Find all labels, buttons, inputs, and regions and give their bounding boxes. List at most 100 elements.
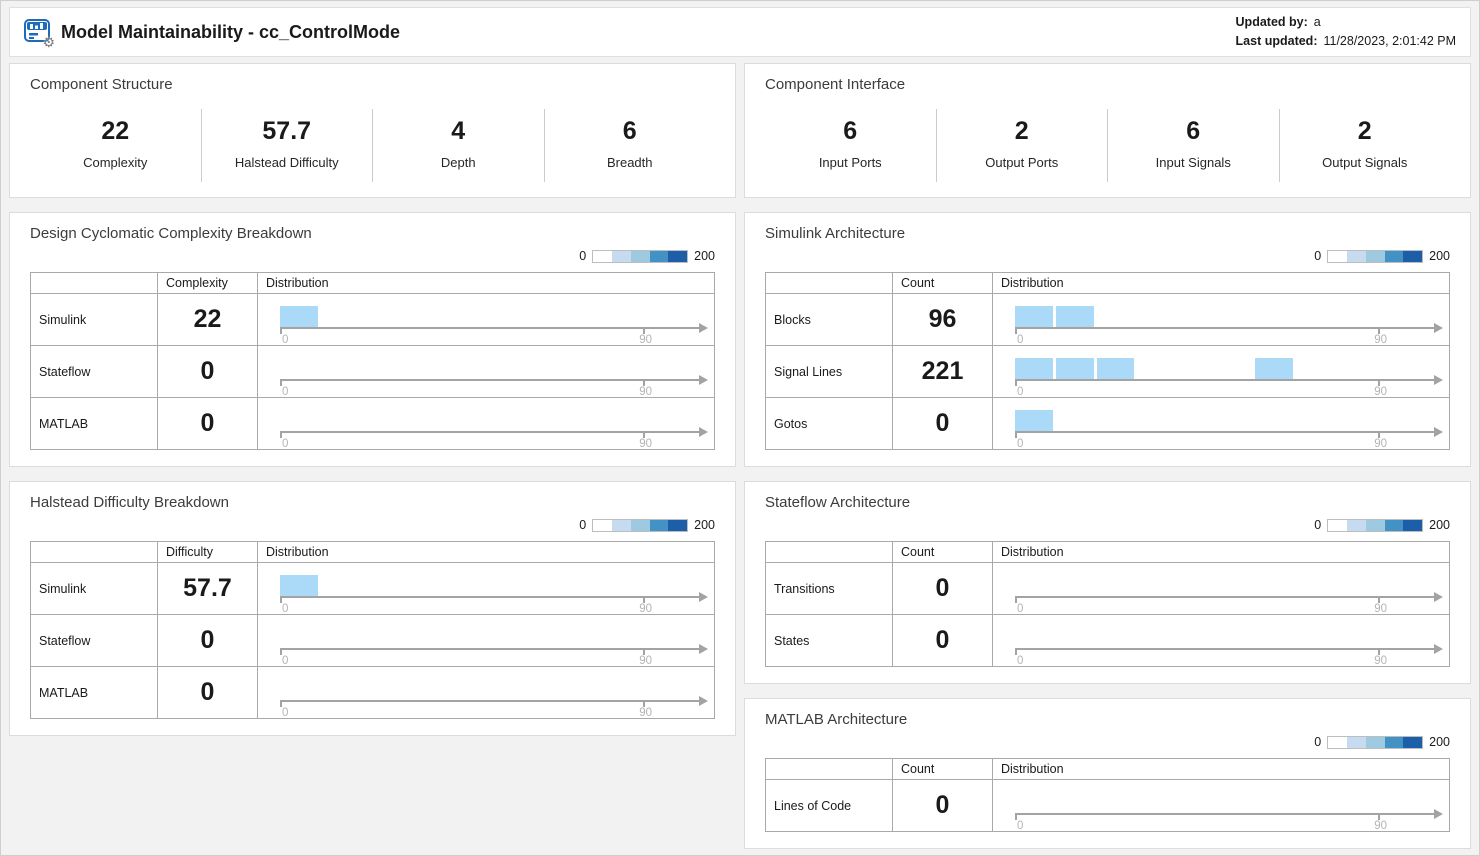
table-row-matlab[interactable]: MATLAB 0 0 90	[30, 397, 715, 450]
metric-value: 2	[1357, 117, 1372, 145]
legend-color-segment	[1365, 519, 1385, 531]
axis-arrow-icon	[1434, 643, 1443, 654]
row-distribution: 0 90	[257, 614, 715, 667]
panel-simulink-architecture: Simulink Architecture 0 200 Count Distri…	[744, 212, 1471, 467]
legend-color-segment	[649, 250, 669, 262]
updated-by-value: a	[1313, 14, 1321, 29]
row-value: 0	[892, 614, 993, 667]
metric-complexity[interactable]: 22 Complexity	[30, 109, 201, 182]
histogram-bar	[1015, 305, 1053, 327]
histogram-bar	[1096, 357, 1134, 379]
row-value: 0	[892, 779, 993, 832]
simulink-architecture-table: Count Distribution Blocks 96 0	[765, 272, 1450, 450]
legend-min: 0	[1314, 735, 1322, 749]
axis-arrow-icon	[1434, 322, 1443, 333]
table-header-row: Count Distribution	[765, 758, 1450, 780]
metric-label: Input Ports	[818, 155, 882, 170]
metric-halstead-difficulty[interactable]: 57.7 Halstead Difficulty	[200, 109, 373, 182]
matlab-architecture-table: Count Distribution Lines of Code 0 0	[765, 758, 1450, 832]
table-row-transitions[interactable]: Transitions 0 0 90	[765, 562, 1450, 615]
row-value: 57.7	[157, 562, 258, 615]
metric-input-ports[interactable]: 6 Input Ports	[765, 109, 936, 182]
metric-label: Depth	[440, 155, 476, 170]
metric-breadth[interactable]: 6 Breadth	[543, 109, 716, 182]
histogram-bar	[1015, 409, 1053, 431]
axis-arrow-icon	[1434, 808, 1443, 819]
value-column-header: Count	[892, 272, 993, 294]
table-header-row: Count Distribution	[765, 272, 1450, 294]
metric-label: Output Ports	[985, 155, 1059, 170]
row-value: 0	[892, 562, 993, 615]
metric-output-signals[interactable]: 2 Output Signals	[1278, 109, 1451, 182]
empty-header	[30, 541, 158, 563]
histogram-bar	[1056, 357, 1094, 379]
dashboard-body: Component Structure 22 Complexity 57.7 H…	[9, 63, 1471, 849]
histogram-bar	[280, 574, 318, 596]
axis-arrow-icon	[1434, 374, 1443, 385]
legend-gradient	[1327, 249, 1424, 263]
row-value: 0	[157, 666, 258, 719]
updated-by-label: Updated by:	[1235, 14, 1308, 29]
row-label: Stateflow	[30, 345, 158, 398]
panel-title: Component Interface	[765, 76, 906, 93]
left-column: Component Structure 22 Complexity 57.7 H…	[9, 63, 736, 849]
legend-color-segment	[1346, 250, 1366, 262]
table-row-gotos[interactable]: Gotos 0 0 90	[765, 397, 1450, 450]
panel-complexity-breakdown: Design Cyclomatic Complexity Breakdown 0…	[9, 212, 736, 467]
row-distribution: 0 90	[257, 562, 715, 615]
table-row-signal-lines[interactable]: Signal Lines 221 0 90	[765, 345, 1450, 398]
metric-output-ports[interactable]: 2 Output Ports	[935, 109, 1108, 182]
row-label: Simulink	[30, 562, 158, 615]
halstead-breakdown-table: Difficulty Distribution Simulink 57.7 0	[30, 541, 715, 719]
panel-title: MATLAB Architecture	[765, 711, 908, 728]
row-label: Stateflow	[30, 614, 158, 667]
row-value: 0	[157, 614, 258, 667]
legend-color-segment	[1403, 736, 1423, 748]
update-info: Updated by: a Last updated: 11/28/2023, 2:…	[1236, 13, 1456, 52]
last-updated-label: Last updated:	[1235, 34, 1318, 48]
legend-min: 0	[579, 249, 587, 263]
table-row-blocks[interactable]: Blocks 96 0 90	[765, 293, 1450, 346]
row-value: 221	[892, 345, 993, 398]
metric-input-signals[interactable]: 6 Input Signals	[1107, 109, 1279, 182]
table-row-states[interactable]: States 0 0 90	[765, 614, 1450, 667]
table-row-stateflow[interactable]: Stateflow 0 0 90	[30, 614, 715, 667]
table-row-lines-of-code[interactable]: Lines of Code 0 0 90	[765, 779, 1450, 832]
empty-header	[30, 272, 158, 294]
metric-label: Halstead Difficulty	[234, 155, 339, 170]
distribution-column-header: Distribution	[992, 541, 1450, 563]
metric-value: 2	[1014, 117, 1029, 145]
row-distribution: 0 90	[257, 666, 715, 719]
row-distribution: 0 90	[992, 293, 1450, 346]
distribution-chart: 0 90	[1015, 298, 1443, 346]
page-title: Model Maintainability - cc_ControlMode	[61, 21, 401, 42]
legend-color-segment	[1328, 519, 1347, 531]
color-legend: 0 200	[30, 518, 715, 532]
row-distribution: 0 90	[992, 397, 1450, 450]
row-label: Transitions	[765, 562, 893, 615]
row-label: States	[765, 614, 893, 667]
empty-header	[765, 541, 893, 563]
row-label: Lines of Code	[765, 779, 893, 832]
table-row-matlab[interactable]: MATLAB 0 0 90	[30, 666, 715, 719]
metric-label: Breadth	[606, 155, 653, 170]
color-legend: 0 200	[30, 249, 715, 263]
distribution-chart: 0 90	[1015, 619, 1443, 667]
distribution-chart: 0 90	[1015, 350, 1443, 398]
table-row-stateflow[interactable]: Stateflow 0 0 90	[30, 345, 715, 398]
row-distribution: 0 90	[992, 779, 1450, 832]
panel-matlab-architecture: MATLAB Architecture 0 200 Count Distribu…	[744, 698, 1471, 849]
metric-depth[interactable]: 4 Depth	[372, 109, 544, 182]
right-column: Component Interface 6 Input Ports 2 Outp…	[744, 63, 1471, 849]
legend-color-segment	[1328, 736, 1347, 748]
row-value: 22	[157, 293, 258, 346]
table-row-simulink[interactable]: Simulink 57.7 0 90	[30, 562, 715, 615]
value-column-header: Count	[892, 541, 993, 563]
histogram-bar	[1254, 357, 1293, 379]
row-label: Signal Lines	[765, 345, 893, 398]
table-row-simulink[interactable]: Simulink 22 0 90	[30, 293, 715, 346]
distribution-column-header: Distribution	[257, 541, 715, 563]
legend-color-segment	[1328, 250, 1347, 262]
table-header-row: Count Distribution	[765, 541, 1450, 563]
distribution-chart: 0 90	[280, 350, 708, 398]
